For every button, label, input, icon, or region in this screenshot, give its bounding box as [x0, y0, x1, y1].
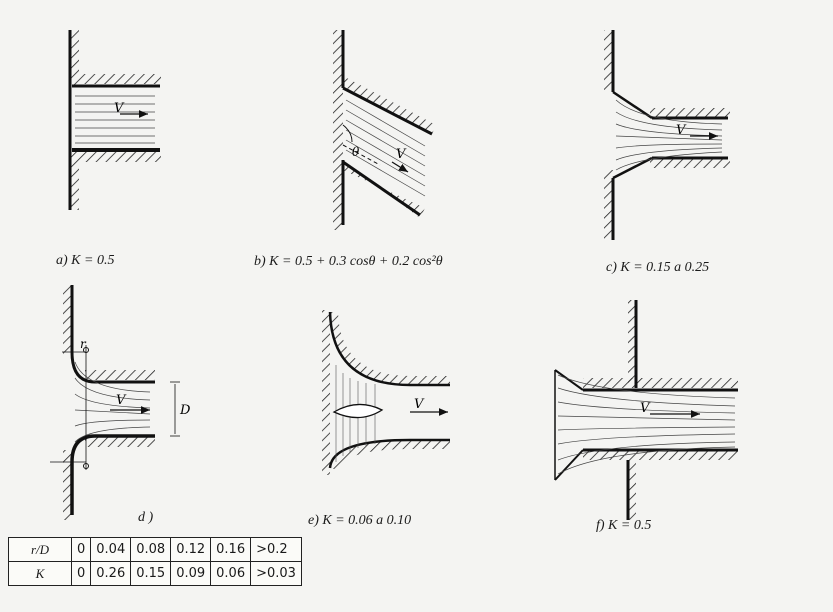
table-cell: 0.08 — [130, 537, 172, 562]
caption-a: a) K = 0.5 — [56, 253, 115, 268]
table-cell: 0.26 — [90, 561, 132, 586]
table-cell: 0 — [70, 537, 92, 562]
velocity-label-a: V — [114, 101, 125, 116]
diagram-b-angled-inlet: θ V — [333, 30, 436, 230]
velocity-label-d: V — [116, 393, 127, 408]
table-cell: 0.15 — [130, 561, 172, 586]
velocity-label-c: V — [676, 123, 687, 138]
table-cell: 0.04 — [90, 537, 132, 562]
caption-f: f) K = 0.5 — [596, 518, 652, 533]
table-cell: 0.12 — [170, 537, 212, 562]
r-d-k-table: r/D 0 0.04 0.08 0.12 0.16 >0.2 K 0 0.26 … — [8, 537, 302, 586]
diagram-f-projecting-inlet: V — [554, 300, 738, 520]
diagram-c-chamfered-inlet: V — [604, 30, 730, 240]
table-cell: 0 — [70, 561, 92, 586]
diagram-d-rounded-inlet: V r D — [50, 285, 191, 520]
caption-c: c) K = 0.15 a 0.25 — [606, 260, 710, 275]
caption-d: d ) — [138, 510, 154, 525]
caption-b: b) K = 0.5 + 0.3 cosθ + 0.2 cos²θ — [254, 254, 443, 269]
velocity-label-b: V — [396, 147, 407, 162]
table-row: r/D 0 0.04 0.08 0.12 0.16 >0.2 — [8, 537, 302, 562]
radius-label: r — [80, 337, 87, 351]
velocity-label-f: V — [640, 401, 651, 416]
table-cell: >0.2 — [250, 537, 302, 562]
diameter-label: D — [179, 403, 191, 418]
table-cell: 0.16 — [210, 537, 252, 562]
diagram-e-bellmouth-inlet: V — [322, 310, 450, 475]
angle-label: θ — [352, 145, 360, 159]
table-header-k: K — [8, 561, 72, 586]
velocity-label-e: V — [414, 397, 425, 412]
table-cell: >0.03 — [250, 561, 302, 586]
table-header-r: r/D — [8, 537, 72, 562]
table-cell: 0.06 — [210, 561, 252, 586]
caption-e: e) K = 0.06 a 0.10 — [308, 513, 412, 528]
diagram-a-square-inlet: V — [68, 30, 161, 210]
table-row: K 0 0.26 0.15 0.09 0.06 >0.03 — [8, 561, 302, 586]
table-cell: 0.09 — [170, 561, 212, 586]
